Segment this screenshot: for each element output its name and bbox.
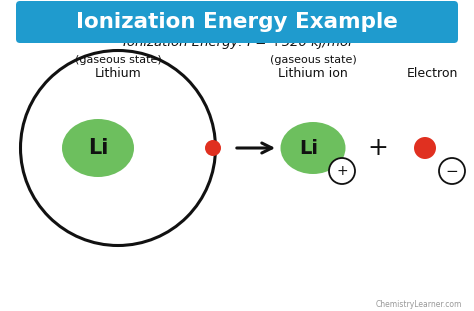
Ellipse shape — [281, 122, 346, 174]
Text: Ionization Energy Example: Ionization Energy Example — [76, 12, 398, 32]
Text: +: + — [336, 164, 348, 178]
Circle shape — [439, 158, 465, 184]
Circle shape — [414, 137, 436, 159]
Text: ChemistryLearner.com: ChemistryLearner.com — [375, 300, 462, 309]
Text: (gaseous state): (gaseous state) — [270, 55, 356, 65]
Text: Ionization Energy: I = +520 kJ/mol: Ionization Energy: I = +520 kJ/mol — [123, 36, 351, 49]
Circle shape — [329, 158, 355, 184]
Text: Lithium ion: Lithium ion — [278, 67, 348, 80]
Text: Li: Li — [88, 138, 108, 158]
Text: (gaseous state): (gaseous state) — [74, 55, 161, 65]
Text: −: − — [446, 164, 458, 179]
Text: Li: Li — [300, 138, 319, 157]
Text: Lithium: Lithium — [95, 67, 141, 80]
Text: Electron: Electron — [406, 67, 458, 80]
Text: +: + — [367, 136, 388, 160]
Circle shape — [205, 140, 221, 156]
Ellipse shape — [62, 119, 134, 177]
FancyBboxPatch shape — [16, 1, 458, 43]
